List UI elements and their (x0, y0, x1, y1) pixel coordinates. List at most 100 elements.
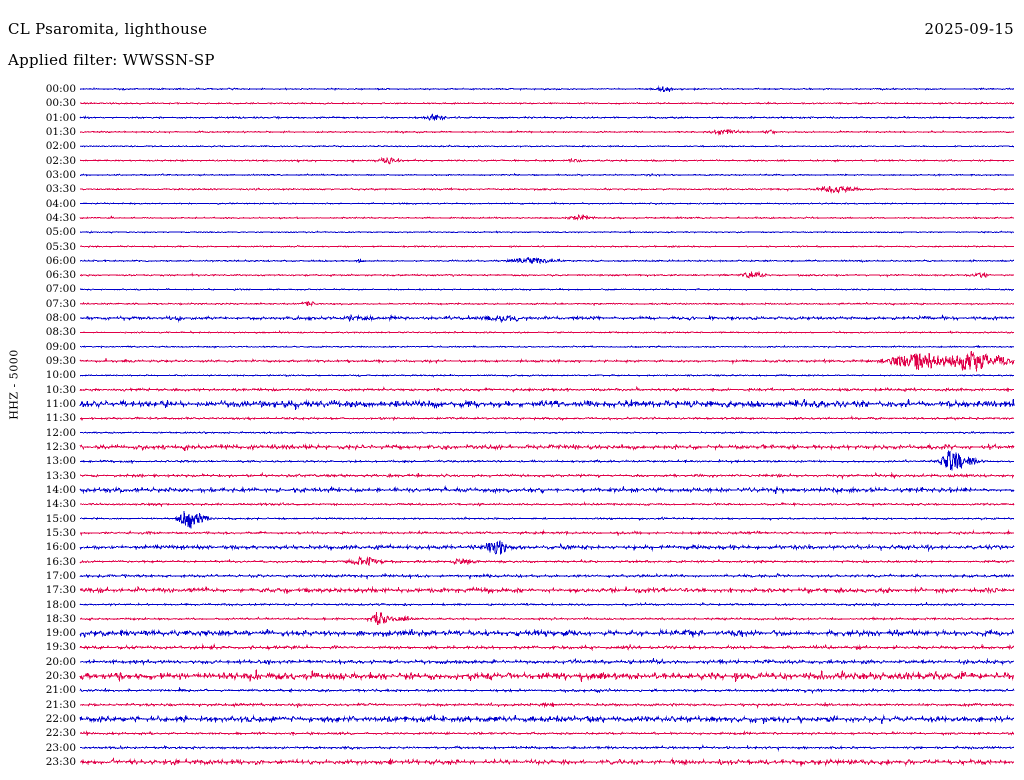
trace-row-14-30 (79, 501, 1015, 508)
time-tick-11-00: 11:00 (45, 398, 76, 411)
time-tick-19-00: 19:00 (45, 627, 76, 640)
time-tick-10-00: 10:00 (45, 369, 76, 382)
trace-row-21-00 (79, 686, 1015, 695)
time-tick-21-00: 21:00 (45, 684, 76, 697)
trace-row-11-00 (79, 398, 1015, 411)
trace-row-17-00 (79, 572, 1015, 581)
trace-row-21-30 (79, 701, 1015, 709)
time-tick-09-00: 09:00 (45, 340, 76, 353)
trace-row-00-00 (79, 85, 1015, 93)
time-tick-02-00: 02:00 (45, 140, 76, 153)
time-tick-07-30: 07:30 (45, 297, 76, 310)
trace-row-10-00 (79, 373, 1015, 378)
trace-row-23-00 (79, 744, 1015, 752)
time-tick-14-30: 14:30 (45, 498, 76, 511)
applied-filter-label: Applied filter: WWSSN-SP (8, 51, 215, 69)
time-tick-20-30: 20:30 (45, 670, 76, 683)
time-tick-23-00: 23:00 (45, 741, 76, 754)
trace-row-15-30 (80, 529, 1014, 537)
trace-row-04-30 (79, 214, 1014, 221)
time-tick-23-30: 23:30 (45, 756, 76, 769)
time-tick-05-00: 05:00 (45, 226, 76, 239)
seismic-traces (79, 85, 1015, 767)
trace-row-22-00 (79, 714, 1015, 725)
trace-row-06-30 (79, 270, 1015, 279)
trace-row-16-00 (79, 540, 1015, 555)
time-tick-07-00: 07:00 (45, 283, 76, 296)
time-tick-17-30: 17:30 (45, 584, 76, 597)
time-tick-22-00: 22:00 (45, 713, 76, 726)
trace-row-12-00 (79, 430, 1015, 435)
trace-row-06-00 (79, 256, 1015, 265)
trace-row-01-00 (79, 113, 1015, 122)
trace-row-19-30 (79, 643, 1015, 652)
time-tick-19-30: 19:30 (45, 641, 76, 654)
time-tick-18-00: 18:00 (45, 598, 76, 611)
time-tick-12-30: 12:30 (45, 441, 76, 453)
time-tick-16-00: 16:00 (45, 541, 76, 554)
trace-row-23-30 (79, 756, 1015, 767)
trace-row-13-00 (79, 450, 1015, 471)
helicorder-plot: 00:00 00:30 01:00 01:30 02:00 02:30 03:00 03:30… (0, 78, 1024, 778)
trace-row-19-00 (79, 628, 1015, 638)
trace-row-09-30 (79, 350, 1015, 372)
trace-row-18-00 (79, 601, 1015, 607)
time-tick-00-00: 00:00 (45, 83, 76, 95)
time-tick-04-30: 04:30 (45, 211, 76, 224)
trace-row-02-30 (79, 156, 1015, 165)
time-tick-15-30: 15:30 (45, 526, 76, 539)
time-tick-06-00: 06:00 (45, 254, 76, 267)
page-title: CL Psaromita, lighthouse (8, 20, 208, 38)
time-tick-01-00: 01:00 (45, 111, 76, 124)
trace-row-20-30 (79, 669, 1015, 683)
trace-row-17-30 (79, 585, 1015, 595)
time-tick-05-30: 05:30 (45, 240, 76, 253)
trace-row-12-30 (79, 442, 1015, 452)
trace-row-07-30 (79, 300, 1015, 307)
time-tick-02-30: 02:30 (45, 154, 76, 167)
time-tick-22-30: 22:30 (45, 727, 76, 740)
trace-row-10-30 (79, 385, 1015, 393)
trace-row-20-00 (79, 656, 1015, 666)
time-tick-10-30: 10:30 (45, 383, 76, 396)
trace-row-05-30 (79, 244, 1015, 249)
time-tick-18-30: 18:30 (45, 612, 76, 625)
time-tick-04-00: 04:00 (45, 197, 76, 210)
time-tick-08-30: 08:30 (45, 326, 76, 339)
time-tick-03-30: 03:30 (45, 183, 76, 196)
trace-row-22-30 (79, 729, 1015, 737)
trace-row-11-30 (79, 415, 1015, 422)
time-tick-06-30: 06:30 (45, 269, 76, 282)
trace-row-02-00 (79, 144, 1015, 149)
time-tick-00-30: 00:30 (45, 97, 76, 110)
time-tick-14-00: 14:00 (45, 483, 76, 496)
trace-row-09-00 (79, 344, 1015, 349)
time-tick-13-00: 13:00 (45, 455, 76, 468)
time-tick-08-00: 08:00 (45, 312, 76, 325)
time-tick-12-00: 12:00 (45, 426, 76, 439)
trace-row-16-30 (79, 555, 1015, 567)
trace-row-05-00 (79, 229, 1015, 234)
time-tick-11-30: 11:30 (45, 412, 76, 425)
time-tick-16-30: 16:30 (45, 555, 76, 568)
time-tick-01-30: 01:30 (45, 125, 76, 138)
time-tick-15-00: 15:00 (45, 512, 76, 525)
trace-row-08-00 (79, 313, 1015, 323)
time-tick-03-00: 03:00 (45, 168, 76, 181)
trace-row-01-30 (79, 128, 1015, 136)
time-tick-21-30: 21:30 (45, 698, 76, 711)
trace-row-00-30 (79, 101, 1015, 106)
time-tick-17-00: 17:00 (45, 569, 76, 582)
time-tick-13-30: 13:30 (45, 469, 76, 482)
trace-row-04-00 (79, 201, 1015, 206)
trace-row-08-30 (80, 330, 1014, 334)
trace-row-18-30 (79, 611, 1015, 626)
trace-row-14-00 (79, 485, 1015, 495)
trace-row-07-00 (79, 287, 1015, 292)
record-date: 2025-09-15 (924, 20, 1014, 38)
trace-row-13-30 (79, 471, 1015, 480)
trace-row-03-00 (79, 172, 1015, 177)
time-tick-09-30: 09:30 (45, 355, 76, 368)
trace-row-03-30 (79, 185, 1015, 194)
